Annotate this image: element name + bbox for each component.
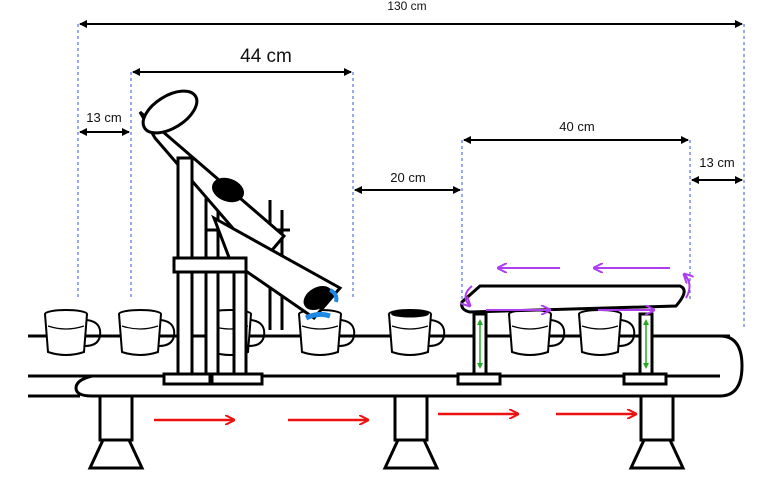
- rotation-arrow-icon: [465, 268, 689, 310]
- tube-dispenser: [138, 89, 343, 386]
- dim-left-gap-label: 13 cm: [86, 110, 121, 125]
- dim-mid-gap-label: 20 cm: [390, 170, 425, 185]
- bucket-icon: [508, 309, 566, 356]
- bucket-icon: [578, 309, 636, 356]
- dim-right-gap-label: 13 cm: [699, 155, 734, 170]
- nozzle-highlight: [304, 311, 331, 321]
- dimension-lines: [79, 20, 743, 194]
- dim-conveyor-label: 40 cm: [559, 119, 594, 134]
- buckets: [44, 309, 636, 356]
- dim-tube-label: 44 cm: [240, 46, 292, 67]
- conveyor-legs: [87, 394, 686, 470]
- bucket-icon: [44, 309, 102, 356]
- support-green-arrows: [477, 319, 649, 369]
- dim-total-label: 130 cm: [387, 0, 426, 13]
- bucket-icon: [118, 309, 176, 356]
- dimension-guides: [77, 24, 745, 330]
- flow-arrows: [154, 414, 636, 420]
- nozzle-highlight-right: [329, 288, 339, 303]
